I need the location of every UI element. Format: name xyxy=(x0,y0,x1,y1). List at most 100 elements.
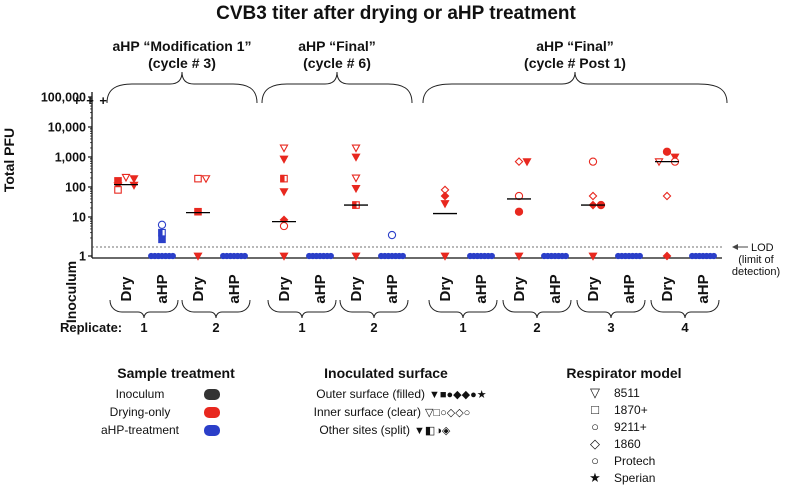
legend-inoculum-label: Inoculum xyxy=(116,387,165,401)
replicate-brace xyxy=(650,299,720,319)
legend-surface-title: Inoculated surface xyxy=(324,365,448,381)
lod-point xyxy=(488,252,495,260)
circle-point xyxy=(279,221,289,231)
condition-14-points xyxy=(654,147,680,261)
replicate-1-g2: 1 xyxy=(298,320,305,335)
x-label-dry: Dry xyxy=(585,276,602,302)
condition-2-points xyxy=(186,174,211,261)
replicate-3-g3: 3 xyxy=(607,320,614,335)
legend-sperian-label: Sperian xyxy=(614,471,655,485)
group-3-subtitle: (cycle # Post 1) xyxy=(524,55,626,71)
replicate-label: Replicate: xyxy=(60,320,122,335)
legend-9211-symbol: ○ xyxy=(591,419,599,434)
condition-12-points xyxy=(581,157,606,261)
group-3-brace xyxy=(422,71,728,104)
x-label-ahp: aHP xyxy=(226,274,243,303)
replicate-4-g3: 4 xyxy=(681,320,689,335)
replicate-brace xyxy=(109,299,179,319)
x-label-ahp: aHP xyxy=(154,274,171,303)
diamond-point xyxy=(662,191,672,201)
lod-point xyxy=(241,252,248,260)
triangle-point xyxy=(351,144,361,153)
condition-10-points xyxy=(507,157,532,261)
lod-note-2: detection) xyxy=(732,266,780,278)
condition-9-points xyxy=(467,252,495,260)
diamond-point xyxy=(662,251,672,261)
y-axis-label: Total PFU xyxy=(1,128,17,192)
x-labels: Dry aHP Dry aHP Dry aHP Dry aHP Dry aHP Dry aHP Dry a… xyxy=(118,274,712,303)
replicate-2-g3: 2 xyxy=(533,320,540,335)
legend-outer-symbols: ▼■●◆◆●★ xyxy=(429,389,487,401)
triangle-point xyxy=(522,158,532,167)
diamond-point xyxy=(588,191,598,201)
legend-treatment-title: Sample treatment xyxy=(117,365,235,381)
triangle-point xyxy=(588,252,598,261)
legend-8511-label: 8511 xyxy=(614,386,640,400)
diamond-point xyxy=(514,157,524,167)
x-label-dry: Dry xyxy=(348,276,365,302)
condition-5-points xyxy=(306,252,334,260)
lod-note-1: (limit of xyxy=(738,254,774,266)
lod-point xyxy=(169,252,176,260)
x-label-ahp: aHP xyxy=(473,274,490,303)
group-1-title: aHP “Modification 1” xyxy=(113,38,252,54)
triangle-point xyxy=(351,184,361,194)
lod-point xyxy=(710,252,717,260)
x-label-dry: Dry xyxy=(118,276,135,302)
triangle-point xyxy=(670,153,680,162)
x-label-ahp: aHP xyxy=(621,274,638,303)
condition-11-points xyxy=(541,252,569,260)
lod-arrow-head xyxy=(732,244,738,250)
condition-8-points xyxy=(433,185,457,261)
lod-point xyxy=(399,252,406,260)
condition-1-points xyxy=(148,220,176,260)
group-2-subtitle: (cycle # 6) xyxy=(303,55,371,71)
x-label-dry: Dry xyxy=(190,276,207,302)
circle-point xyxy=(662,147,672,156)
triangle-point xyxy=(440,252,450,261)
x-label-ahp: aHP xyxy=(547,274,564,303)
x-label-dry: Dry xyxy=(659,276,676,302)
condition-13-points xyxy=(615,252,643,260)
triangle-point xyxy=(279,252,289,261)
data-points xyxy=(113,144,717,261)
legend-drying-label: Drying-only xyxy=(110,405,171,419)
triangle-point xyxy=(121,173,131,183)
inoculum-label: Inoculum xyxy=(63,261,79,323)
x-label-dry: Dry xyxy=(437,276,454,302)
y-tick-label: 10,000 xyxy=(48,121,86,135)
triangle-point xyxy=(129,175,139,184)
y-tick-label: 100,000 xyxy=(41,91,86,105)
x-label-ahp: aHP xyxy=(312,274,329,303)
replicate-brace xyxy=(267,299,337,319)
group-1-subtitle: (cycle # 3) xyxy=(148,55,216,71)
condition-7-points xyxy=(378,230,406,260)
group-1-brace xyxy=(106,71,258,104)
square-point xyxy=(158,235,166,244)
legend-inoculum-swatch xyxy=(204,389,220,400)
x-label-ahp: aHP xyxy=(695,274,712,303)
triangle-point xyxy=(351,174,361,183)
legend-protech-label: Protech xyxy=(614,454,655,468)
legend-inner-symbols: ▽□○◇◇○ xyxy=(425,407,470,419)
legend-respirator-title: Respirator model xyxy=(566,365,681,381)
legend-other-symbols: ▼◧◑◈ xyxy=(414,425,451,437)
replicate-1-g3: 1 xyxy=(459,320,466,335)
triangle-point xyxy=(351,153,361,162)
y-ticks: 100,000 10,000 1,000 100 10 1 xyxy=(41,91,92,264)
condition-0-points xyxy=(113,173,139,194)
legend-9211-label: 9211+ xyxy=(614,420,647,434)
replicate-brace xyxy=(502,299,572,319)
square-split-half xyxy=(158,228,163,237)
triangle-point xyxy=(279,144,289,153)
legend-1870-label: 1870+ xyxy=(614,403,648,417)
legend-outer-label: Outer surface (filled) xyxy=(316,387,425,401)
condition-6-points xyxy=(344,144,368,261)
triangle-point xyxy=(129,181,139,190)
replicate-2-g1: 2 xyxy=(212,320,219,335)
triangle-point xyxy=(279,155,289,164)
legend-1870-symbol: □ xyxy=(591,402,599,417)
x-label-dry: Dry xyxy=(511,276,528,302)
lod-point xyxy=(327,252,334,260)
replicate-2-g2: 2 xyxy=(370,320,377,335)
